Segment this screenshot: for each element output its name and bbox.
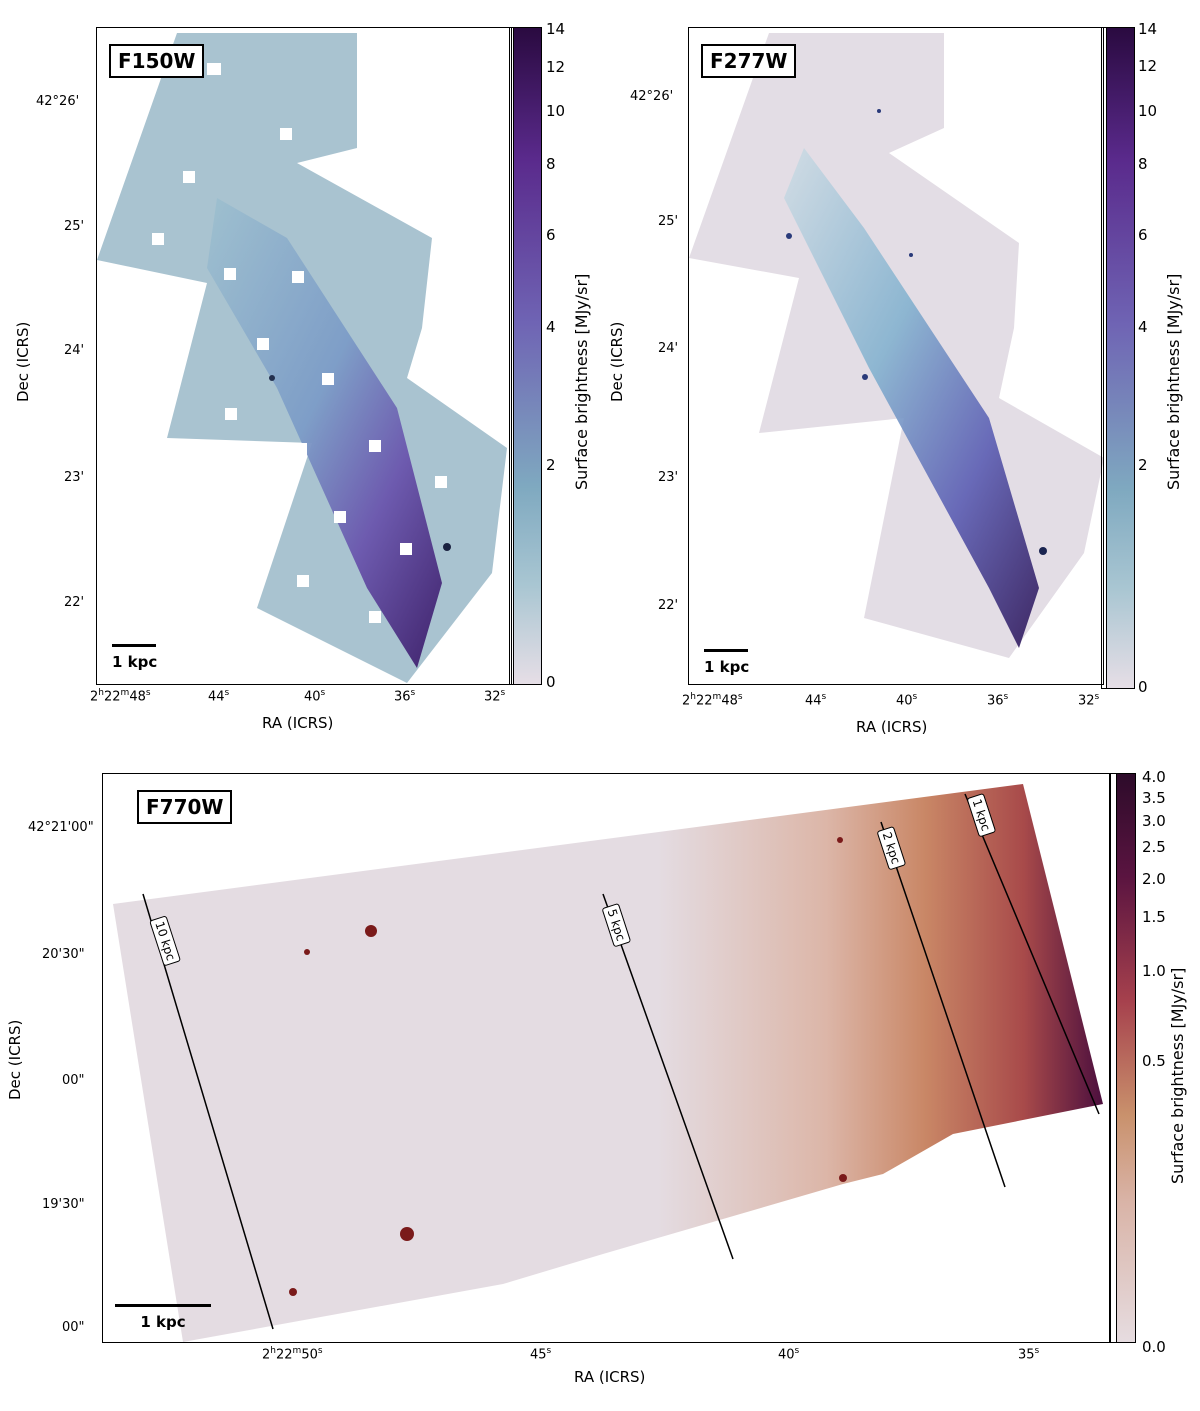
galaxy-image: [689, 33, 1103, 658]
colorbar-tick: 6: [1138, 226, 1148, 244]
colorbar-tick: 0.0: [1142, 1338, 1166, 1356]
distance-contours: [142, 793, 1100, 1330]
ra-tick: 45s: [530, 1346, 552, 1363]
colorbar-tick: 0: [546, 673, 556, 691]
panel-f770w: F770W 10 kpc 5 kpc 2 kpc 1 kpc 1 kpc 42°…: [0, 760, 1200, 1411]
ra-tick: 2h22m50s: [262, 1346, 323, 1363]
colorbar-tick: 3.0: [1142, 812, 1166, 830]
ra-tick: 32s: [484, 688, 506, 705]
panel-f277w: F277W 1 kpc 42°26' 25' 24' 23' 22' 2h22m…: [600, 0, 1200, 740]
dec-tick: 22': [64, 595, 85, 610]
dec-tick: 23': [64, 470, 85, 485]
colorbar-tick: 1.5: [1142, 908, 1166, 926]
colorbar-tick: 1.0: [1142, 962, 1166, 980]
dec-tick: 00": [62, 1320, 85, 1335]
sources: [289, 837, 847, 1296]
y-axis-title: Dec (ICRS): [6, 1019, 24, 1100]
colorbar-tick: 6: [546, 226, 556, 244]
colorbar-tick: 10: [546, 102, 566, 120]
image-frame: F770W 10 kpc 5 kpc 2 kpc 1 kpc 1 kpc: [102, 773, 1110, 1343]
colorbar-tick: 12: [1138, 57, 1158, 75]
colorbar-tick: 4: [1138, 318, 1148, 336]
colorbar-tick: 14: [1138, 20, 1158, 38]
galaxy-disk: [207, 198, 442, 668]
ra-tick: 36s: [987, 692, 1009, 709]
dec-tick: 42°26': [36, 94, 80, 109]
ra-tick: 40s: [778, 1346, 800, 1363]
x-axis-title: RA (ICRS): [262, 714, 334, 732]
colorbar-tick: 14: [546, 20, 566, 38]
colorbar-tick: 12: [546, 58, 566, 76]
dec-tick: 00": [62, 1073, 85, 1088]
colorbar-tick: 2.0: [1142, 870, 1166, 888]
colorbar-tick: 2: [1138, 456, 1148, 474]
scale-bar: 1 kpc: [115, 1304, 211, 1331]
x-axis-title: RA (ICRS): [574, 1368, 646, 1386]
filter-label: F277W: [701, 44, 797, 78]
galaxy-image: [97, 33, 507, 683]
y-axis-title: Dec (ICRS): [14, 321, 32, 402]
ra-tick: 36s: [394, 688, 416, 705]
galaxy-image: [113, 784, 1103, 1342]
dec-tick: 24': [64, 343, 85, 358]
ra-tick: 44s: [805, 692, 827, 709]
dec-tick: 19'30": [42, 1197, 85, 1212]
colorbar-tick: 0.5: [1142, 1052, 1166, 1070]
dec-tick: 42°21'00": [28, 820, 94, 835]
image-frame: F277W 1 kpc: [688, 27, 1104, 685]
colorbar-tick: 10: [1138, 102, 1158, 120]
colorbar-tick: 0: [1138, 678, 1148, 696]
dec-tick: 24': [658, 341, 679, 356]
dec-tick: 42°26': [630, 89, 674, 104]
colorbar-tick: 4: [546, 318, 556, 336]
scale-bar: 1 kpc: [704, 649, 749, 676]
colorbar: [1106, 27, 1135, 689]
x-axis-title: RA (ICRS): [856, 718, 928, 736]
colorbar-tick: 4.0: [1142, 768, 1166, 786]
y-axis-title: Dec (ICRS): [608, 321, 626, 402]
ra-tick: 35s: [1018, 1346, 1040, 1363]
ra-tick: 2h22m48s: [682, 692, 743, 709]
filter-label: F150W: [109, 44, 205, 78]
mosaic-footprint: [113, 784, 1103, 1342]
colorbar-tick: 2: [546, 456, 556, 474]
colorbar-title: Surface brightness [MJy/sr]: [1168, 967, 1187, 1184]
ra-tick: 2h22m48s: [90, 688, 151, 705]
dec-tick: 25': [658, 214, 679, 229]
ra-tick: 40s: [304, 688, 326, 705]
colorbar-tick: 8: [1138, 155, 1148, 173]
dec-tick: 25': [64, 219, 85, 234]
colorbar: [513, 27, 542, 685]
colorbar-tick: 3.5: [1142, 789, 1166, 807]
scale-bar: 1 kpc: [112, 644, 157, 671]
dec-tick: 20'30": [42, 947, 85, 962]
galaxy-disk: [784, 148, 1039, 648]
panel-f150w: F150W 1 kpc 42°26' 25' 24' 23' 22' 2h22m…: [0, 0, 591, 740]
dec-tick: 22': [658, 598, 679, 613]
colorbar-tick: 2.5: [1142, 838, 1166, 856]
colorbar-title: Surface brightness [MJy/sr]: [1164, 273, 1183, 490]
image-frame: F150W 1 kpc: [96, 27, 512, 685]
filter-label: F770W: [137, 790, 233, 824]
ra-tick: 44s: [208, 688, 230, 705]
ra-tick: 40s: [896, 692, 918, 709]
ra-tick: 32s: [1078, 692, 1100, 709]
colorbar-tick: 8: [546, 155, 556, 173]
colorbar-title: Surface brightness [MJy/sr]: [572, 273, 591, 490]
colorbar: [1116, 773, 1136, 1343]
dec-tick: 23': [658, 470, 679, 485]
